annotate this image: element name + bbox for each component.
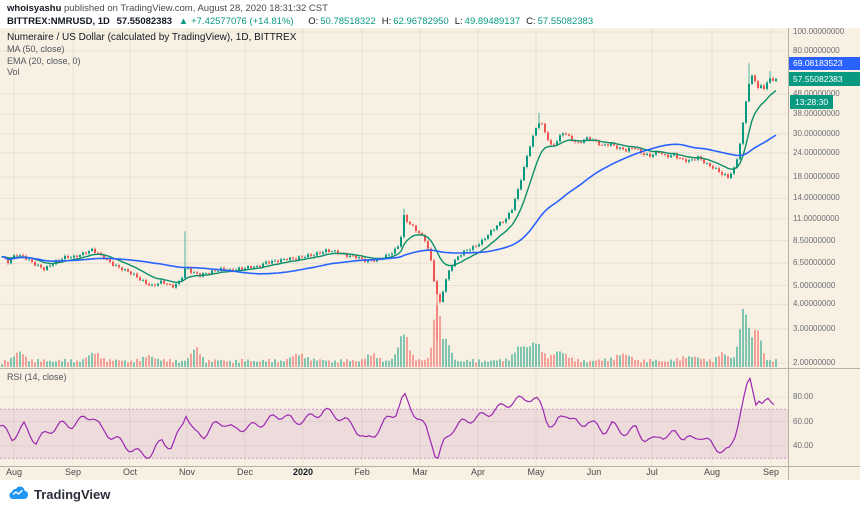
ohlc-label: O:	[308, 16, 319, 27]
time-axis-label: Sep	[762, 467, 780, 477]
volume-bars	[1, 305, 777, 367]
symbol-interval: BITTREX:NMRUSD, 1D	[7, 16, 110, 27]
time-axis-label: Aug	[5, 467, 23, 477]
countdown-badge: 13:28:30	[790, 95, 834, 109]
ohlc-value: 57.55082383	[537, 16, 594, 27]
price-axis-label: 2.00000000	[793, 358, 836, 367]
rsi-pane[interactable]	[0, 369, 788, 466]
time-axis-label: Apr	[470, 467, 486, 477]
rsi-axis-label: 80.00	[793, 392, 814, 401]
candles	[1, 63, 777, 341]
up-arrow-icon: ▲	[178, 16, 189, 27]
ohlc-label: L:	[454, 16, 463, 27]
time-axis[interactable]: Aug Sep Oct Nov Dec 2020 Feb Mar Apr May Jun Jul Aug…	[0, 466, 788, 480]
footer: TradingView	[0, 480, 860, 509]
tradingview-wordmark[interactable]: TradingView	[34, 487, 111, 502]
ohlc-label: H:	[381, 16, 392, 27]
ohlc-label: C:	[526, 16, 536, 27]
chart-area[interactable]: Numeraire / US Dollar (calculated by Tra…	[0, 27, 860, 480]
price-change: ▲ +7.42577076 (+14.81%)	[179, 16, 294, 27]
price-axis-label: 48.00000000	[793, 89, 840, 99]
time-axis-label: 2020	[292, 467, 314, 477]
time-axis-label: Nov	[178, 467, 196, 477]
price-axis-label: 6.50000000	[793, 258, 836, 268]
price-axis-label: 5.00000000	[793, 280, 836, 290]
price-axis-label: 4.00000000	[793, 299, 836, 309]
ohlc-value: 50.78518322	[320, 16, 376, 27]
rsi-axis-label: 60.00	[793, 416, 814, 426]
time-axis-label: Oct	[122, 467, 138, 477]
last-price-badge: 57.55082383	[789, 72, 860, 86]
rsi-line	[0, 376, 775, 460]
pane-separator[interactable]	[0, 368, 860, 369]
price-axis-label: 24.00000000	[793, 147, 840, 157]
time-axis-label: May	[527, 467, 545, 477]
price-axis-label: 30.00000000	[793, 128, 840, 138]
grid-lines	[0, 28, 788, 368]
ma-line	[1, 134, 777, 275]
username: whoisyashu	[7, 3, 62, 14]
price-axis-label: 8.50000000	[793, 235, 836, 245]
time-axis-label: Jun	[586, 467, 602, 477]
tradingview-logo-icon[interactable]	[8, 485, 29, 504]
header: whoisyashu published on TradingView.com,…	[0, 0, 860, 28]
publish-text: published on TradingView.com, August 28,…	[61, 3, 328, 14]
last-price: 57.55082383	[116, 16, 173, 27]
time-axis-label: Aug	[703, 467, 721, 477]
ohlc-value: 62.96782950	[393, 16, 449, 27]
time-axis-label: Dec	[236, 467, 254, 477]
price-axis-label: 100.00000000	[793, 27, 845, 36]
publish-info: whoisyashu published on TradingView.com,…	[7, 3, 860, 15]
time-axis-label: Jul	[646, 467, 658, 477]
price-axis-label: 11.00000000	[793, 213, 840, 223]
rsi-axis-label: 40.00	[793, 441, 814, 450]
ohlc-value: 49.89489137	[464, 16, 521, 27]
pane-separator[interactable]	[0, 466, 860, 467]
change-value: +7.42577076 (+14.81%)	[191, 16, 294, 27]
price-axis-label: 80.00000000	[793, 45, 840, 55]
time-axis-label: Sep	[64, 467, 82, 477]
price-axis-label: 3.00000000	[793, 323, 836, 333]
main-price-pane[interactable]	[0, 28, 788, 368]
price-axis-label: 18.00000000	[793, 172, 840, 182]
time-axis-label: Mar	[412, 467, 428, 477]
upper-price-badge: 69.08183523	[789, 56, 860, 71]
symbol-ohlc-row: BITTREX:NMRUSD, 1D 57.55082383 ▲ +7.42577…	[7, 15, 860, 28]
ohlc-values: O: 50.78518322 H: 62.96782950 L: 49.89489137 C…	[302, 16, 593, 27]
price-axis-label: 38.00000000	[793, 108, 840, 118]
price-axis-label: 14.00000000	[793, 193, 840, 203]
price-axis[interactable]: 100.00000000 80.00000000 48.00000000 38.000…	[788, 27, 860, 480]
time-axis-label: Feb	[354, 467, 370, 477]
